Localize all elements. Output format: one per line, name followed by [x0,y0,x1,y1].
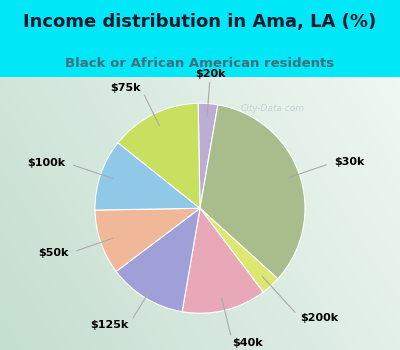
Text: City-Data.com: City-Data.com [241,104,305,113]
Wedge shape [116,208,200,312]
Text: $75k: $75k [110,83,141,93]
Wedge shape [95,208,200,272]
Wedge shape [198,103,218,208]
Wedge shape [118,103,200,208]
Text: $200k: $200k [300,313,339,323]
Wedge shape [200,208,278,292]
Text: $125k: $125k [91,320,129,330]
Text: $40k: $40k [232,338,263,348]
Text: Black or African American residents: Black or African American residents [66,57,334,70]
Text: $20k: $20k [195,69,226,79]
Wedge shape [200,105,305,279]
Text: $100k: $100k [28,158,66,168]
Text: Income distribution in Ama, LA (%): Income distribution in Ama, LA (%) [23,13,377,30]
Wedge shape [95,143,200,210]
Text: $50k: $50k [38,248,69,258]
Wedge shape [182,208,263,313]
Text: $30k: $30k [334,157,364,167]
